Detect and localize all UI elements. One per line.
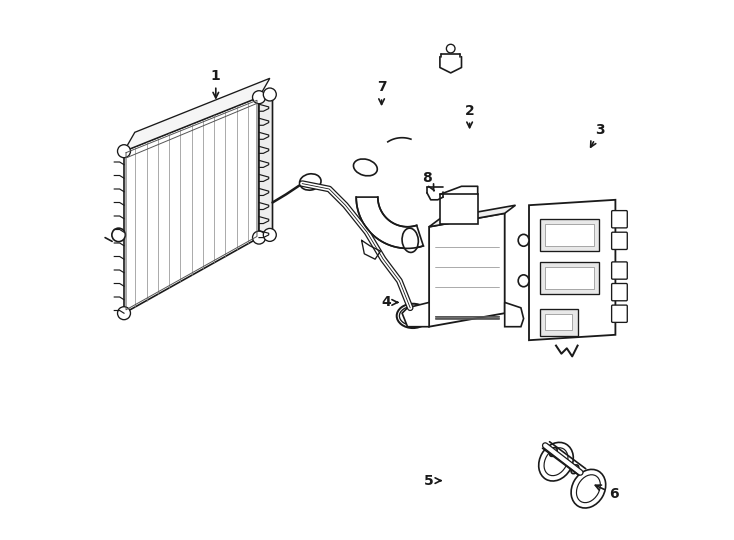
Ellipse shape: [518, 275, 529, 287]
Polygon shape: [124, 97, 259, 313]
Ellipse shape: [299, 174, 321, 190]
Circle shape: [117, 307, 131, 320]
Bar: [539, 309, 578, 336]
Ellipse shape: [571, 465, 578, 474]
FancyBboxPatch shape: [611, 284, 628, 301]
Ellipse shape: [354, 159, 377, 176]
Text: 3: 3: [591, 123, 605, 147]
Polygon shape: [356, 197, 424, 248]
Circle shape: [264, 88, 276, 101]
Text: 5: 5: [424, 474, 440, 488]
Text: 4: 4: [381, 295, 398, 309]
Bar: [545, 224, 594, 246]
Circle shape: [446, 44, 455, 53]
Ellipse shape: [399, 307, 426, 325]
Ellipse shape: [544, 448, 568, 476]
Ellipse shape: [571, 469, 606, 508]
Circle shape: [117, 145, 131, 158]
Bar: [545, 314, 573, 330]
Polygon shape: [429, 213, 505, 327]
Ellipse shape: [576, 475, 600, 503]
Circle shape: [252, 91, 266, 104]
Ellipse shape: [112, 228, 126, 242]
Bar: [440, 194, 478, 224]
Polygon shape: [402, 302, 429, 327]
Text: 2: 2: [465, 104, 474, 127]
Ellipse shape: [550, 448, 557, 456]
FancyBboxPatch shape: [611, 305, 628, 322]
Polygon shape: [429, 205, 515, 227]
Polygon shape: [124, 78, 270, 151]
Ellipse shape: [396, 303, 429, 328]
Polygon shape: [505, 302, 523, 327]
Ellipse shape: [539, 442, 573, 481]
Circle shape: [252, 231, 266, 244]
FancyBboxPatch shape: [611, 232, 628, 249]
Ellipse shape: [402, 228, 418, 252]
FancyBboxPatch shape: [611, 211, 628, 228]
Text: 8: 8: [423, 171, 434, 191]
Bar: [545, 267, 594, 289]
FancyBboxPatch shape: [611, 262, 628, 279]
Ellipse shape: [518, 234, 529, 246]
Text: 1: 1: [211, 69, 221, 98]
Circle shape: [264, 228, 276, 241]
Polygon shape: [259, 92, 272, 238]
Polygon shape: [529, 200, 615, 340]
Bar: [539, 219, 599, 251]
Bar: [539, 262, 599, 294]
Text: 7: 7: [377, 80, 386, 104]
Text: 6: 6: [595, 485, 619, 501]
